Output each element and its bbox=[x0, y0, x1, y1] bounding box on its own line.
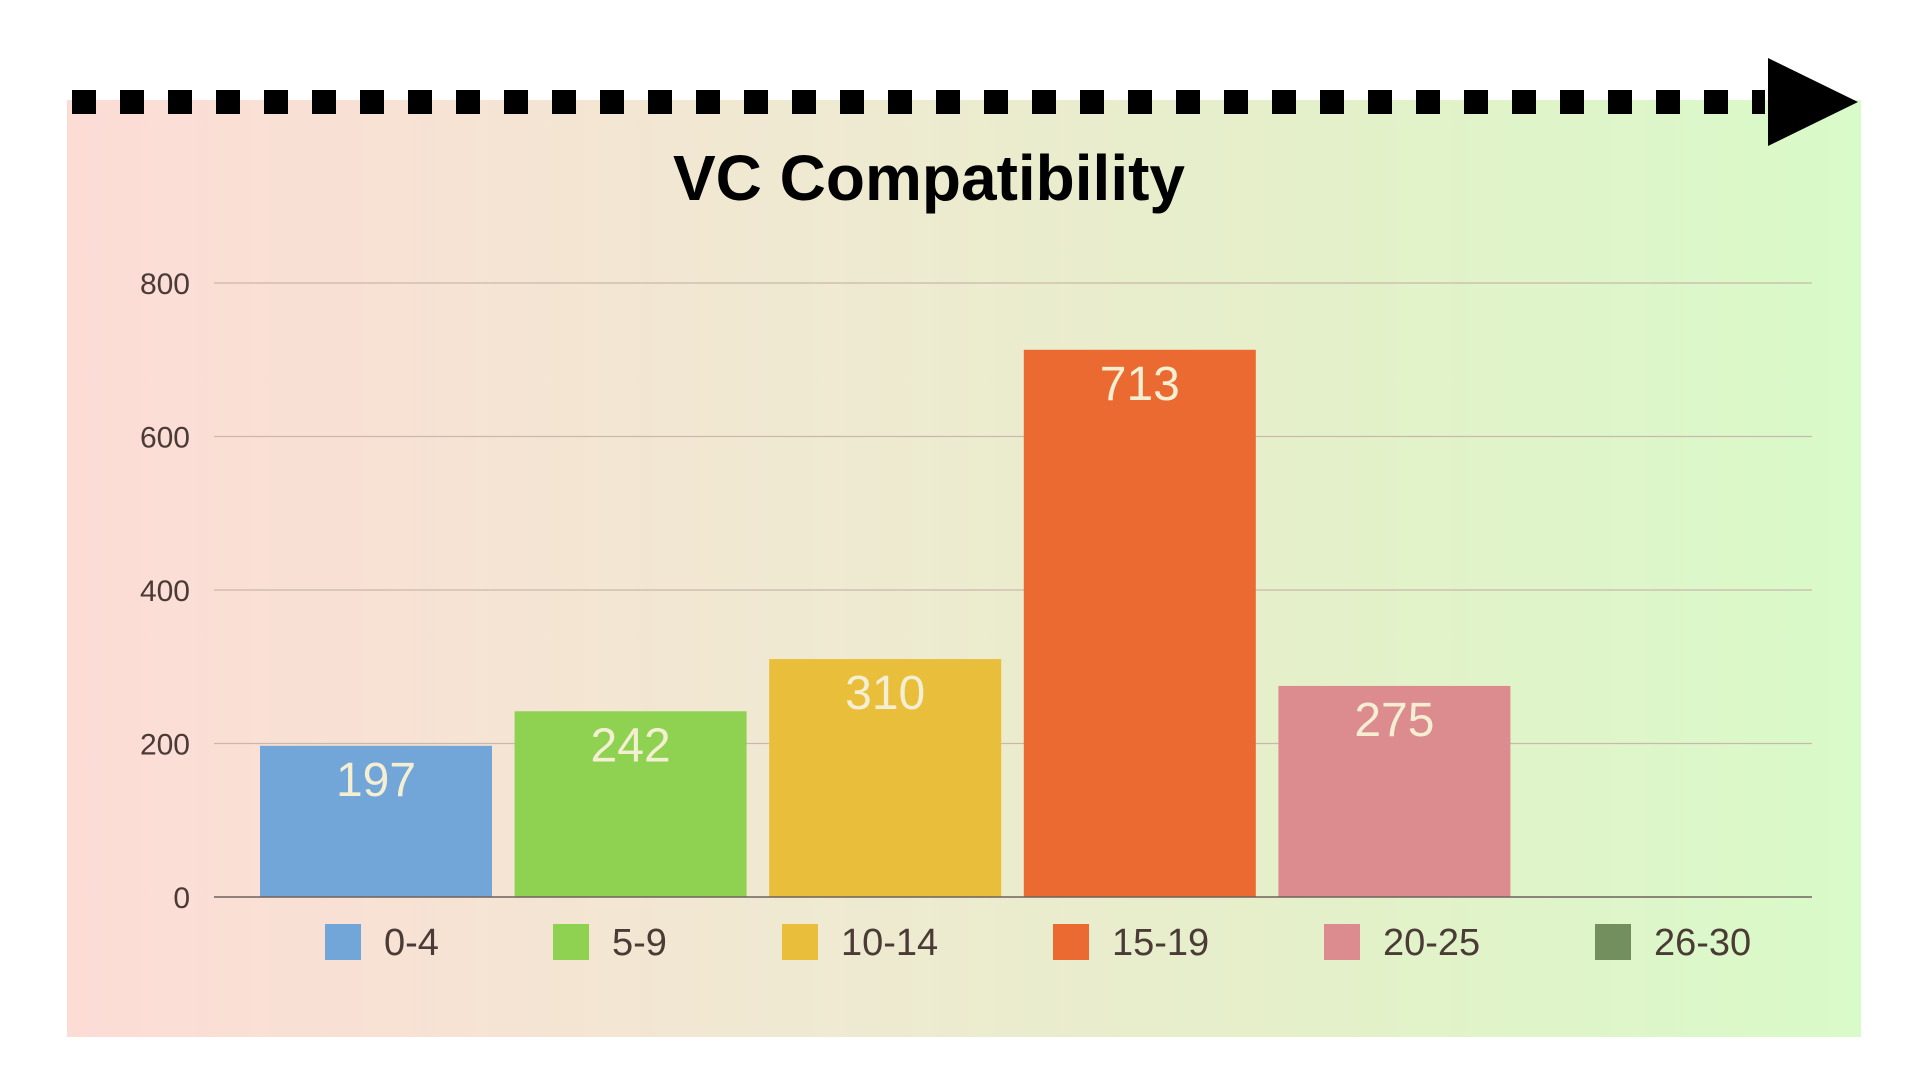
legend-swatch bbox=[1324, 924, 1360, 960]
grid-lines bbox=[214, 283, 1812, 744]
legend-swatch bbox=[325, 924, 361, 960]
bar-value-label: 275 bbox=[1354, 694, 1434, 747]
legend-label: 0-4 bbox=[384, 922, 439, 964]
legend-swatch bbox=[782, 924, 818, 960]
legend-label: 10-14 bbox=[841, 922, 938, 964]
legend-swatch bbox=[1595, 924, 1631, 960]
y-tick-label: 0 bbox=[173, 882, 190, 915]
bar-value-label: 310 bbox=[845, 667, 925, 720]
legend-label: 20-25 bbox=[1383, 922, 1480, 964]
y-axis-ticks: 0 200 400 600 800 bbox=[140, 268, 190, 915]
legend-label: 5-9 bbox=[612, 922, 667, 964]
legend-label: 15-19 bbox=[1112, 922, 1209, 964]
y-tick-label: 400 bbox=[140, 575, 190, 608]
bar-value-label: 242 bbox=[591, 719, 671, 772]
arrow-head-icon bbox=[1768, 58, 1858, 146]
chart-title: VC Compatibility bbox=[673, 142, 1185, 214]
bar-value-label: 197 bbox=[336, 754, 416, 807]
legend-label: 26-30 bbox=[1654, 922, 1751, 964]
y-tick-label: 600 bbox=[140, 422, 190, 455]
legend-swatch bbox=[553, 924, 589, 960]
y-tick-label: 800 bbox=[140, 268, 190, 301]
bars: 197 242 310 713 275 bbox=[260, 350, 1510, 897]
bar-15-19 bbox=[1024, 350, 1256, 897]
legend: 0-4 5-9 10-14 15-19 20-25 26-30 bbox=[325, 922, 1751, 964]
y-tick-label: 200 bbox=[140, 729, 190, 762]
bar-value-label: 713 bbox=[1100, 358, 1180, 411]
legend-swatch bbox=[1053, 924, 1089, 960]
